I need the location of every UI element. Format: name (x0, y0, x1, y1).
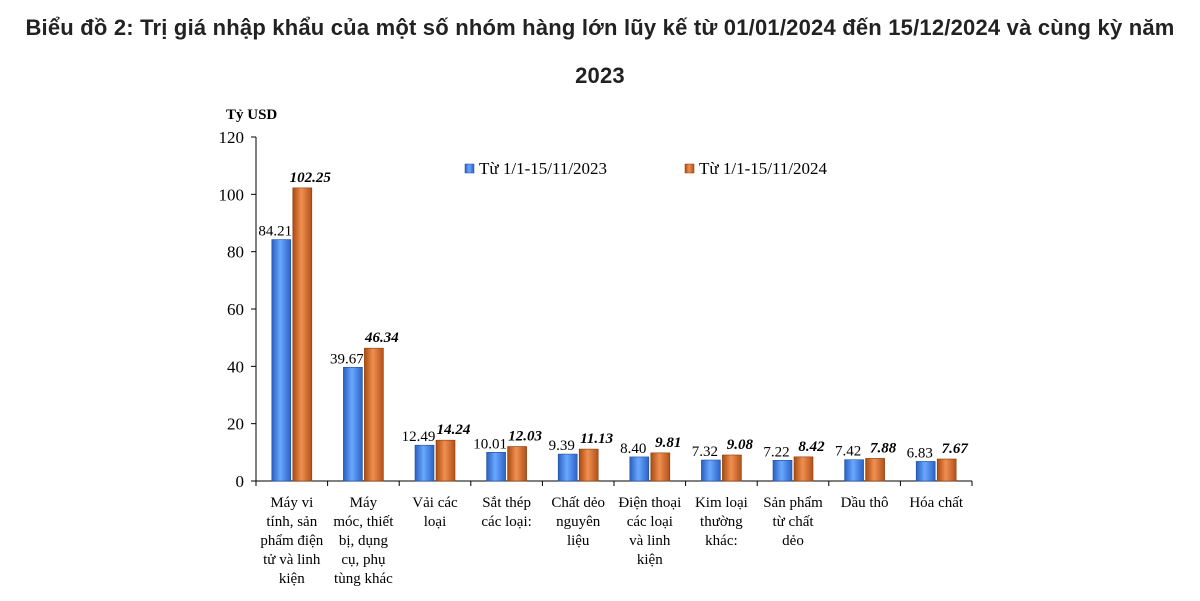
bar-2023 (414, 444, 435, 482)
data-label-2024: 8.42 (798, 439, 825, 455)
x-category-label-line: thường (700, 514, 743, 530)
bar-2023 (629, 456, 650, 482)
data-label-2024: 9.08 (727, 437, 754, 453)
x-category-label-line: Sắt thép (482, 495, 531, 511)
x-category-label: Kim loại thường khác: (695, 495, 748, 549)
y-axis-label: Tỷ USD (226, 107, 277, 123)
legend-label-2023: Từ 1/1-15/11/2023 (479, 159, 607, 178)
data-label-2023: 7.22 (763, 444, 789, 460)
bar-2023 (915, 461, 936, 482)
x-category-label-line: Chất dẻo (551, 495, 605, 511)
x-category-label-line: Kim loại (695, 495, 748, 511)
legend-swatch-2023 (464, 163, 475, 174)
data-label-2023: 39.67 (330, 351, 364, 367)
legend-label-2024: Từ 1/1-15/11/2024 (699, 159, 828, 178)
bar-2024 (364, 347, 384, 482)
x-category-label: Điện thoại các loại và linh kiện (618, 495, 681, 568)
x-category-label: Vải các loại (412, 495, 458, 530)
bar-2023 (343, 366, 363, 482)
bar-2024 (292, 187, 313, 482)
data-label-2024: 9.81 (655, 435, 681, 451)
data-label-2024: 102.25 (290, 170, 332, 186)
x-category-label-line: Máy (350, 495, 378, 511)
data-label-2023: 12.49 (402, 429, 436, 445)
x-category-label-line: Sản phẩm (763, 495, 823, 511)
x-category-label: Máy móc, thiết bị, dụng cụ, phụ tùng khác (333, 495, 394, 587)
x-category-label-line: bị, dụng (339, 533, 389, 549)
data-label-2024: 12.03 (508, 429, 542, 445)
x-category-label-line: phẩm điện (260, 533, 323, 549)
x-category-label-line: và linh (629, 533, 671, 549)
y-tick-label: 0 (236, 472, 245, 491)
x-category-label-line: các loại: (481, 514, 531, 530)
x-category-label: Sản phẩm từ chất dẻo (763, 495, 823, 549)
y-tick-label: 60 (227, 300, 244, 319)
data-label-2023: 8.40 (620, 441, 646, 457)
x-category-label-line: tùng khác (334, 571, 393, 587)
x-category-label-line: nguyên (556, 514, 601, 530)
data-label-2024: 46.34 (364, 330, 399, 346)
x-category-label-line: kiện (637, 552, 663, 568)
x-category-label-line: loại (424, 514, 447, 530)
bar-2024 (578, 448, 599, 482)
data-label-2024: 7.88 (870, 440, 897, 456)
data-label-2023: 7.32 (692, 444, 718, 460)
data-label-2023: 84.21 (258, 224, 292, 240)
bar-2023 (844, 459, 864, 482)
y-tick-label: 100 (219, 185, 245, 204)
data-label-2023: 7.42 (835, 444, 861, 460)
data-label-2024: 14.24 (437, 422, 471, 438)
x-category-label-line: Vải các (412, 495, 458, 511)
x-category-label-line: móc, thiết (333, 514, 394, 530)
data-label-2024: 7.67 (942, 441, 969, 457)
x-category-label-line: khác: (705, 533, 737, 549)
x-category-label-line: Máy vi (270, 495, 313, 511)
x-category-label-line: kiện (279, 571, 305, 587)
x-category-label-line: Điện thoại (618, 495, 681, 511)
y-tick-label: 20 (227, 415, 244, 434)
legend-swatch-2024 (684, 163, 695, 174)
x-category-label-line: từ chất (772, 514, 814, 530)
x-category-label-line: Hóa chất (909, 495, 964, 511)
bar-2024 (435, 439, 456, 482)
bar-2024 (793, 456, 814, 482)
bar-2023 (701, 459, 721, 482)
data-label-2023: 9.39 (549, 438, 575, 454)
x-category-label-line: tử và linh (263, 552, 321, 568)
x-category-label-line: dẻo (782, 533, 804, 549)
chart-title: Biểu đồ 2: Trị giá nhập khẩu của một số … (25, 15, 1175, 88)
bar-2024 (936, 458, 957, 482)
bar-2024 (865, 458, 885, 482)
y-tick-label: 80 (227, 243, 244, 262)
bar-2023 (486, 452, 506, 482)
bar-2023 (271, 239, 292, 482)
x-category-label-line: Dầu thô (841, 495, 889, 511)
bar-2024 (650, 452, 671, 482)
bar-2023 (557, 453, 578, 482)
data-label-2024: 11.13 (580, 431, 613, 447)
x-category-label-line: các loại (627, 514, 673, 530)
bar-2023 (772, 460, 793, 482)
x-category-label: Hóa chất (909, 495, 964, 511)
x-category-label: Sắt thép các loại: (481, 495, 531, 530)
bar-2024 (507, 446, 527, 482)
data-label-2023: 6.83 (907, 445, 933, 461)
y-tick-label: 120 (219, 128, 245, 147)
x-category-label-line: cụ, phụ (341, 552, 386, 568)
x-category-label-line: liệu (567, 533, 590, 549)
x-category-label: Dầu thô (841, 495, 889, 511)
x-category-label-line: tính, sản (266, 514, 317, 530)
y-tick-label: 40 (227, 357, 244, 376)
x-category-label: Máy vi tính, sản phẩm điện tử và linh kiện (260, 495, 323, 587)
data-label-2023: 10.01 (473, 436, 507, 452)
bar-2024 (722, 454, 742, 482)
x-category-label: Chất dẻo nguyên liệu (551, 495, 605, 549)
